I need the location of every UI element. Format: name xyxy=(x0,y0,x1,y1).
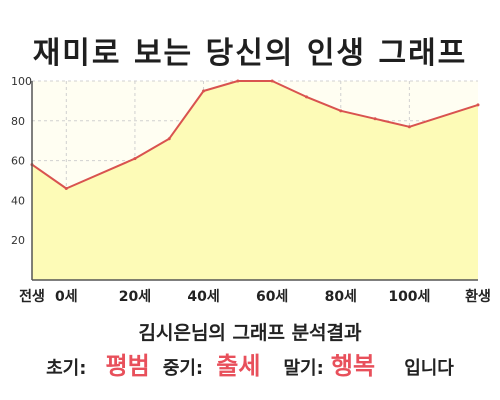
x-tick-label: 전생 xyxy=(19,288,45,305)
x-tick-label: 60세 xyxy=(256,289,288,305)
chart-title: 재미로 보는 당신의 인생 그래프 xyxy=(32,36,468,71)
y-tick-label: 100 xyxy=(11,75,32,88)
early-value: 평범 xyxy=(105,352,150,380)
mid-label: 중기: xyxy=(162,358,204,379)
area-fill xyxy=(32,81,478,280)
y-tick-label: 60 xyxy=(11,155,25,168)
x-tick-label: 100세 xyxy=(388,289,430,305)
data-point xyxy=(407,125,411,129)
result-suffix: 입니다 xyxy=(404,358,454,379)
x-tick-label: 0세 xyxy=(55,289,78,305)
data-point xyxy=(339,109,343,113)
data-point xyxy=(270,79,274,83)
data-line xyxy=(31,80,479,190)
x-tick-label: 40세 xyxy=(187,289,219,305)
y-tick-labels: 20 40 60 80 100 xyxy=(11,75,32,247)
y-tick-label: 80 xyxy=(11,115,25,128)
data-point xyxy=(373,117,377,121)
analysis-result: 초기: 평범 중기: 출세 말기: 행복 입니다 xyxy=(0,346,500,381)
late-value: 행복 xyxy=(330,352,376,380)
data-point xyxy=(167,137,171,141)
early-label: 초기: xyxy=(46,358,87,379)
data-point xyxy=(202,89,206,93)
data-point xyxy=(133,157,137,161)
y-tick-label: 40 xyxy=(11,194,25,207)
data-point xyxy=(304,95,308,99)
analysis-heading: 김시은님의 그래프 분석결과 xyxy=(138,322,362,344)
y-tick-label: 20 xyxy=(11,234,25,247)
mid-value: 출세 xyxy=(216,352,261,380)
data-point xyxy=(64,186,68,190)
x-tick-labels: 전생 0세 20세 40세 60세 80세 100세 환생 xyxy=(19,288,491,305)
x-tick-label: 환생 xyxy=(465,288,491,305)
data-point xyxy=(476,103,480,107)
x-tick-label: 20세 xyxy=(119,289,151,305)
x-tick-label: 80세 xyxy=(325,289,357,305)
data-point xyxy=(236,79,240,83)
late-label: 말기: xyxy=(283,358,324,379)
